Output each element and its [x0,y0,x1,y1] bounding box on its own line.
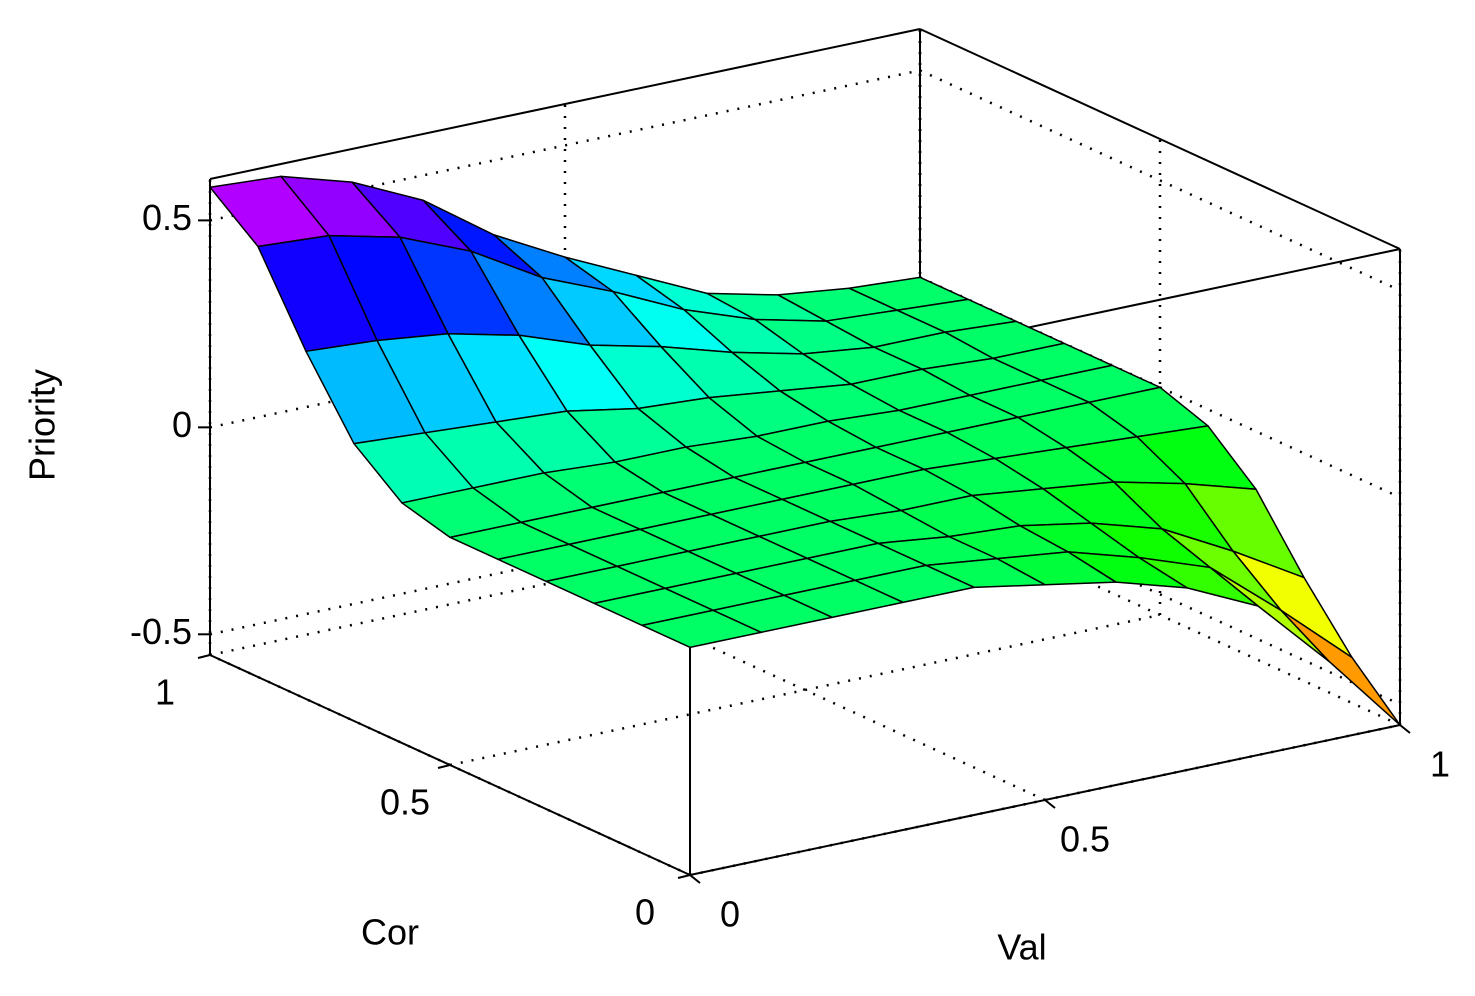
tick-mark [1399,724,1411,734]
x-tick-label: 1 [1430,744,1450,785]
z-tick-label: -0.5 [130,611,192,652]
x-tick-label: 0.5 [1060,819,1110,860]
tick-mark [689,874,701,884]
x-axis-label: Val [997,927,1046,968]
tick-mark [1044,799,1056,809]
y-tick-label: 0 [635,892,655,933]
surface-face [1280,609,1401,726]
y-axis-label: Cor [361,912,419,953]
surface-face [641,609,762,649]
box-edge [919,28,1401,250]
y-tick-label: 1 [155,672,175,713]
tick-mark [677,874,691,879]
y-tick-label: 0.5 [380,782,430,823]
tick-mark [197,654,211,659]
z-tick-label: 0.5 [142,197,192,238]
z-axis-label: Priority [22,369,63,481]
tick-mark [437,764,451,769]
z-tick-label: 0 [172,404,192,445]
grid-line [919,69,1401,292]
x-tick-label: 0 [720,894,740,935]
box-edge [209,28,921,180]
